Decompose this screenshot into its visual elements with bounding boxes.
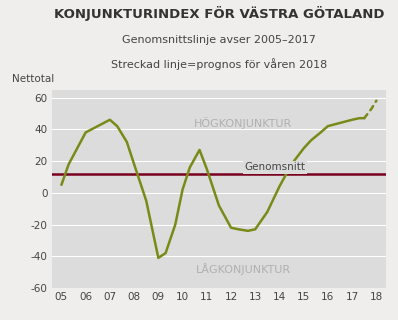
Text: Genomsnittslinje avser 2005–2017: Genomsnittslinje avser 2005–2017 (122, 35, 316, 45)
Text: LÅGKONJUNKTUR: LÅGKONJUNKTUR (195, 263, 291, 275)
Text: KONJUNKTURINDEX FÖR VÄSTRA GÖTALAND: KONJUNKTURINDEX FÖR VÄSTRA GÖTALAND (54, 6, 384, 21)
Text: Nettotal: Nettotal (12, 74, 54, 84)
Text: HÖGKONJUNKTUR: HÖGKONJUNKTUR (194, 117, 292, 129)
Text: Genomsnitt: Genomsnitt (244, 162, 305, 172)
Text: Streckad linje=prognos för våren 2018: Streckad linje=prognos för våren 2018 (111, 58, 327, 69)
